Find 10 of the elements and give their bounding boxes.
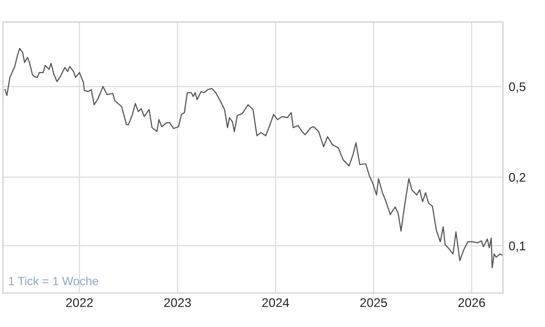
annotation: 1 Tick = 1 Woche xyxy=(8,276,98,286)
x-tick-label: 2022 xyxy=(66,298,93,308)
x-tick-label: 2026 xyxy=(458,298,485,308)
y-tick-label: 0,5 xyxy=(509,82,526,93)
x-tick-label: 2024 xyxy=(262,298,290,308)
line-series xyxy=(4,48,503,268)
y-tick-label: 0,1 xyxy=(509,242,526,252)
y-tick-label: 0,2 xyxy=(509,172,526,184)
x-tick-label: 2023 xyxy=(164,298,191,308)
x-tick-label: 2025 xyxy=(360,298,387,308)
